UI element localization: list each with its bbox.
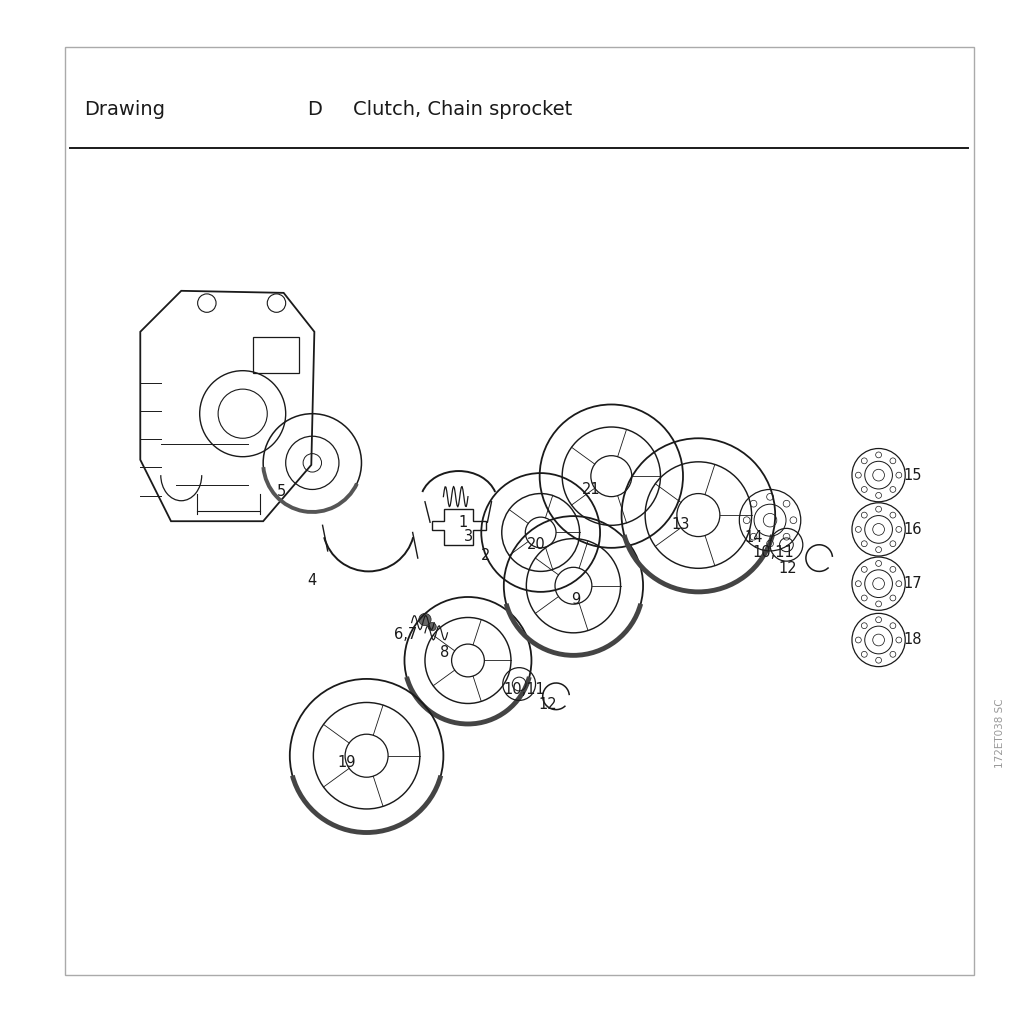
Text: 13: 13 [672,517,690,531]
Text: 5: 5 [276,484,286,499]
Text: Drawing: Drawing [84,99,165,119]
Text: 6,7: 6,7 [394,628,418,642]
Text: 21: 21 [582,482,600,497]
Text: 14: 14 [744,530,763,545]
Text: 172ET038 SC: 172ET038 SC [995,698,1006,768]
Text: 19: 19 [338,756,356,770]
Text: 4: 4 [307,573,316,588]
Text: 8: 8 [440,645,450,659]
Text: 9: 9 [571,592,581,606]
Text: 20: 20 [527,538,546,552]
Text: 10,11: 10,11 [753,546,795,560]
Circle shape [428,623,436,631]
Text: Clutch, Chain sprocket: Clutch, Chain sprocket [353,99,572,119]
Text: 18: 18 [903,633,922,647]
Text: 1: 1 [459,515,468,529]
Text: 10,11: 10,11 [504,682,546,696]
Text: D: D [307,99,323,119]
Text: 2: 2 [481,548,490,562]
Text: 12: 12 [539,697,557,712]
Text: 17: 17 [903,577,922,591]
Bar [65,47,974,975]
Circle shape [419,613,431,626]
Text: 15: 15 [903,468,922,482]
Text: 12: 12 [778,561,797,575]
Text: 16: 16 [903,522,922,537]
Text: 3: 3 [464,529,473,544]
